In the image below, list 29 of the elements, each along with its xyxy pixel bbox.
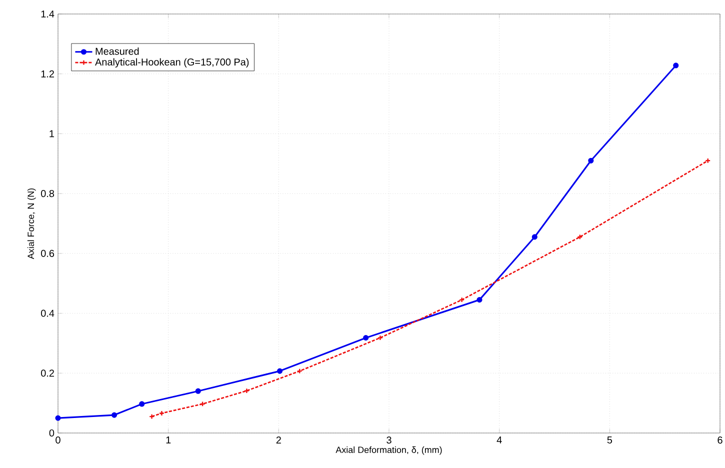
x-tick-label: 0 xyxy=(56,436,60,444)
legend-label: Measured xyxy=(96,48,139,55)
x-axis-title: Axial Deformation, δ, (mm) xyxy=(336,446,442,455)
y-tick-label: 0.4 xyxy=(41,310,54,317)
point xyxy=(476,297,482,303)
y-tick-label: 1.2 xyxy=(41,70,54,78)
y-tick-label: 0.2 xyxy=(41,370,54,377)
x-tick-label: 6 xyxy=(718,436,722,444)
y-tick-label: 1.4 xyxy=(41,10,54,18)
point xyxy=(673,62,679,68)
point xyxy=(588,158,594,164)
x-tick-label: 5 xyxy=(607,436,612,444)
y-tick-label: 0 xyxy=(49,429,54,437)
x-tick-label: 4 xyxy=(496,436,502,444)
point xyxy=(55,415,61,421)
point xyxy=(111,412,118,418)
point xyxy=(195,388,201,394)
point xyxy=(532,234,538,240)
point xyxy=(276,368,283,374)
point xyxy=(139,401,145,407)
x-tick-label: 1 xyxy=(166,436,171,444)
y-tick-label: 0.6 xyxy=(41,250,54,257)
legend-label: Analytical-Hookean (G=15,700 Pa) xyxy=(95,58,249,68)
x-tick-label: 3 xyxy=(386,436,392,444)
point xyxy=(363,335,369,341)
x-tick-label: 2 xyxy=(276,436,281,444)
y-tick-label: 0.8 xyxy=(41,190,54,198)
y-tick-label: 1 xyxy=(50,130,54,138)
y-axis-title: Axial Force, N (N) xyxy=(27,188,36,260)
